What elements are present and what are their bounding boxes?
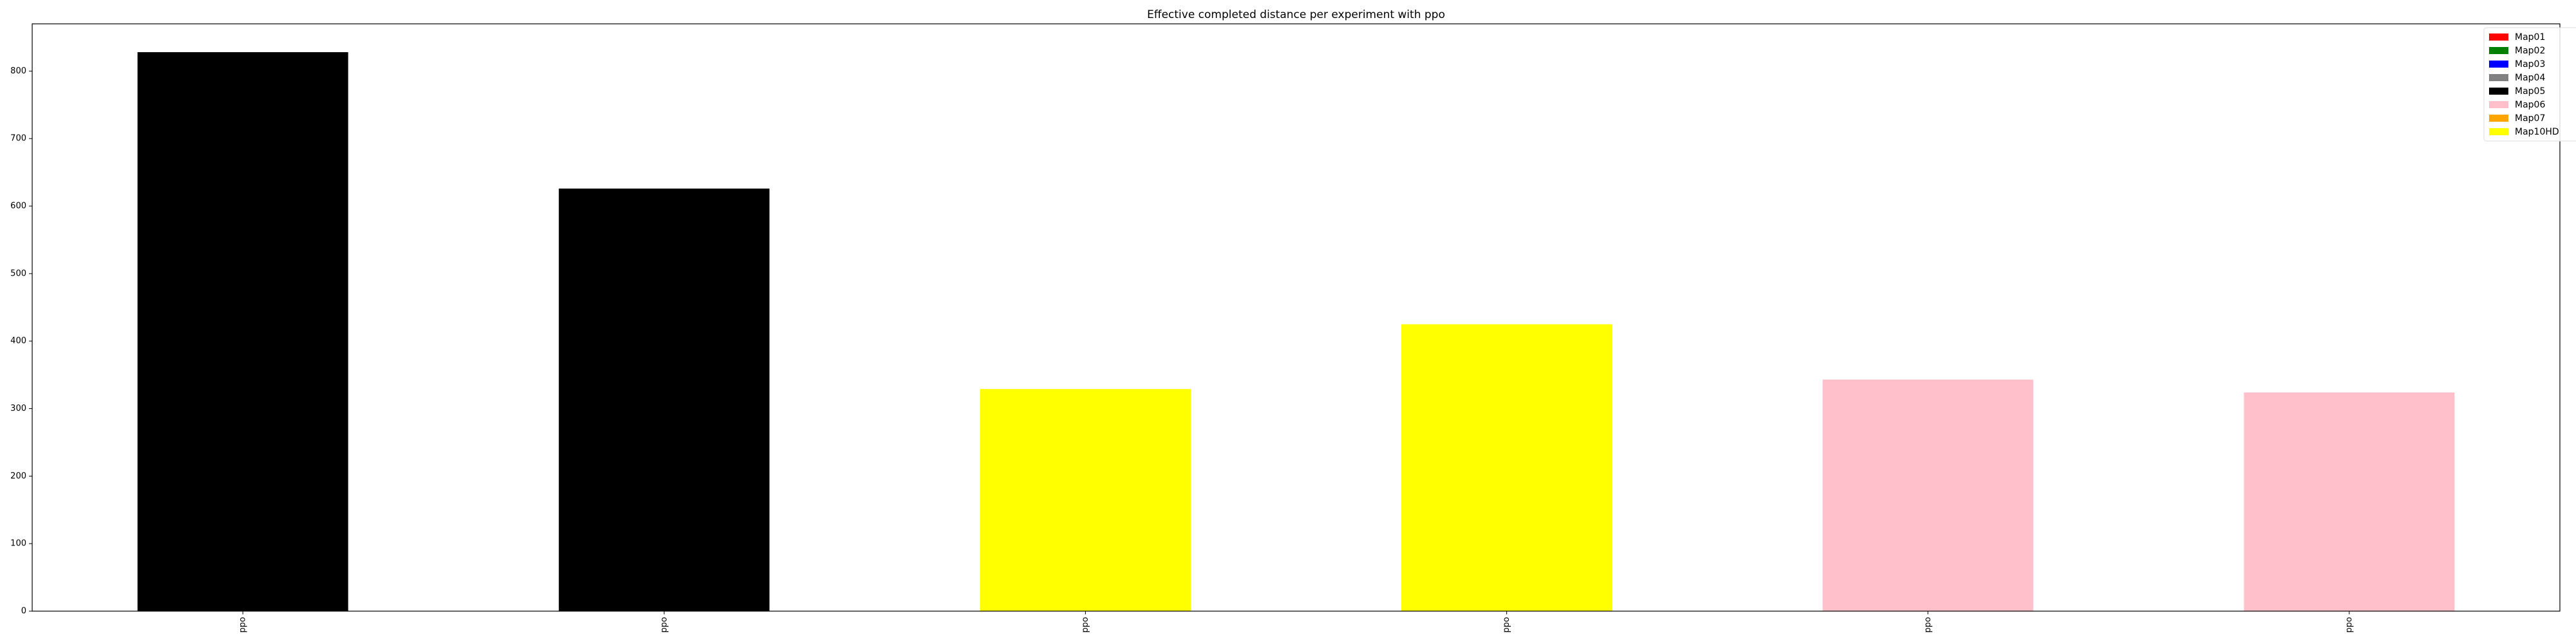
y-tick-label: 0	[21, 607, 26, 616]
legend-label: Map02	[2515, 46, 2545, 56]
x-tick-label: ppo	[238, 617, 248, 633]
legend-swatch	[2489, 101, 2508, 108]
legend-label: Map07	[2515, 113, 2545, 124]
legend-label: Map04	[2515, 73, 2545, 83]
y-tick-label: 200	[10, 471, 26, 481]
legend-swatch	[2489, 88, 2508, 95]
legend-label: Map06	[2515, 100, 2545, 110]
y-tick-label: 700	[10, 134, 26, 144]
bars-group	[137, 52, 2455, 611]
y-tick-label: 800	[10, 66, 26, 76]
legend-label: Map01	[2515, 32, 2545, 43]
legend-label: Map03	[2515, 59, 2545, 70]
y-axis: 0 100 200 300 400 500 600 700 800	[10, 66, 32, 616]
bar-6	[2244, 392, 2455, 611]
chart-title: Effective completed distance per experim…	[1147, 8, 1445, 21]
legend-swatch	[2489, 33, 2508, 41]
x-tick-label: ppo	[659, 617, 669, 633]
legend-swatch	[2489, 74, 2508, 81]
bar-1	[137, 52, 348, 611]
y-tick-label: 300	[10, 404, 26, 413]
legend-label: Map05	[2515, 86, 2545, 97]
y-tick-label: 600	[10, 202, 26, 211]
bar-4	[1401, 324, 1613, 611]
bar-3	[980, 389, 1191, 611]
legend-box	[2483, 27, 2576, 142]
plot-frame	[32, 23, 2561, 612]
legend-swatch	[2489, 128, 2508, 135]
x-axis: ppo ppo ppo ppo ppo ppo	[238, 611, 2354, 632]
legend-swatch	[2489, 47, 2508, 54]
y-tick-label: 100	[10, 539, 26, 549]
x-tick-label: ppo	[1923, 617, 1933, 633]
legend-label: Map10HD	[2515, 127, 2559, 137]
y-tick-label: 400	[10, 336, 26, 346]
legend-swatch	[2489, 115, 2508, 122]
y-tick-label: 500	[10, 269, 26, 278]
legend: Map01 Map02 Map03 Map04 Map05 Map06 Map07 Map10…	[2483, 27, 2576, 142]
bar-2	[558, 188, 770, 611]
legend-swatch	[2489, 61, 2508, 68]
x-tick-label: ppo	[1502, 617, 1511, 633]
bar-5	[1823, 379, 2034, 611]
x-tick-label: ppo	[2344, 617, 2354, 633]
x-tick-label: ppo	[1081, 617, 1090, 633]
